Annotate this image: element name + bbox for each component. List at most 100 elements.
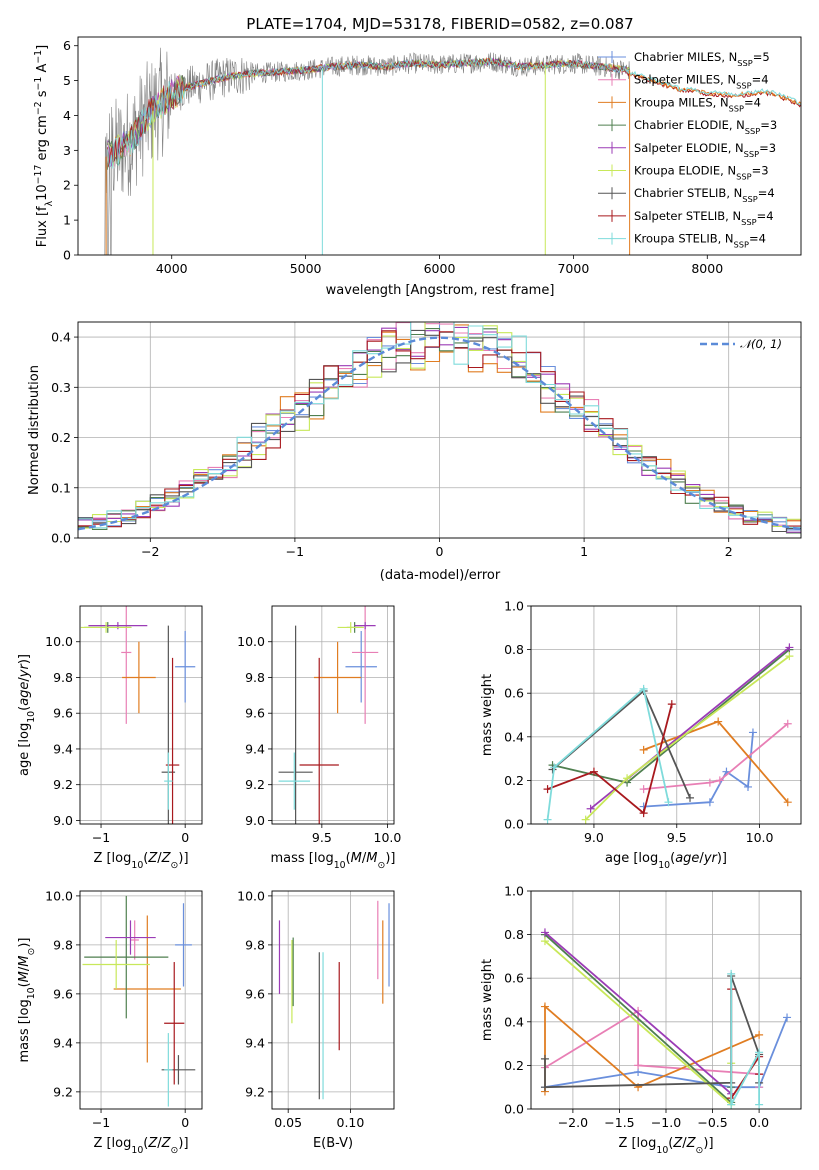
legend-label: Salpeter ELODIE, NSSP=3 xyxy=(634,141,776,159)
label-part: 10 xyxy=(131,860,143,871)
x-axis-label: Z [log10(Z/Z⊙)] xyxy=(93,1136,188,1156)
label-part: Kroupa MILES, N xyxy=(634,95,729,109)
axes-frame xyxy=(79,890,203,1110)
x-axis-label: wavelength [Angstrom, rest frame] xyxy=(326,283,555,298)
figure-title: PLATE=1704, MJD=53178, FIBERID=0582, z=0… xyxy=(246,15,633,33)
axes-frame xyxy=(77,36,802,256)
weight-marker xyxy=(581,815,590,824)
label-part: Z xyxy=(147,1136,158,1151)
y-tick-label: 9.6 xyxy=(53,706,73,721)
errorbar-kroupa-miles xyxy=(122,641,156,714)
label-part: )] xyxy=(17,654,32,664)
histogram-kroupa-stelib xyxy=(78,322,801,529)
weight-line xyxy=(585,655,790,821)
label-part: Z [log xyxy=(93,1136,131,1151)
model-chabrier-elodie xyxy=(107,57,630,170)
weight-marker xyxy=(686,793,695,802)
y-tick-label: 0.0 xyxy=(51,531,71,546)
label-part: =4 xyxy=(757,209,774,223)
axes-frame xyxy=(79,605,203,825)
label-part: =3 xyxy=(759,141,776,155)
label-part: SSP xyxy=(742,194,757,204)
x-tick-label: 0.0 xyxy=(749,1115,769,1130)
label-part: mass [log xyxy=(271,851,334,866)
weight-marker xyxy=(783,1013,792,1022)
x-tick-label: −1.0 xyxy=(651,1115,681,1130)
y-tick-label: 1.0 xyxy=(504,599,524,614)
label-part: SSP xyxy=(745,126,760,136)
legend-label: Salpeter MILES, NSSP=4 xyxy=(634,73,769,91)
errorbar-chabrier-miles xyxy=(175,631,196,703)
y-tick-label: 0.4 xyxy=(51,330,71,345)
x-tick-label: 10.0 xyxy=(374,830,402,845)
label-part: =3 xyxy=(760,118,777,132)
y-axis-label: mass weight xyxy=(480,959,495,1041)
axes-mass_vs_Z: −1 09.29.49.69.810.0Z [log10(Z/Z⊙)]mass [… xyxy=(17,888,203,1156)
model-tail xyxy=(626,69,801,105)
y-tick-label: 0.2 xyxy=(504,1058,524,1073)
weight-marker xyxy=(748,728,757,737)
weights-salpeter-miles xyxy=(639,719,792,794)
y-tick-label: 5 xyxy=(63,73,71,88)
errorbar-salpeter-miles xyxy=(121,606,132,724)
x-axis-label: Z [log10(Z/Z⊙)] xyxy=(618,1136,713,1156)
weights-kroupa-stelib xyxy=(543,684,673,824)
weight-marker xyxy=(589,767,598,776)
y-tick-label: 2 xyxy=(63,178,71,193)
errorbar-chabrier-miles xyxy=(175,903,192,987)
y-tick-label: 9.4 xyxy=(245,1035,265,1050)
label-part: λ xyxy=(44,200,55,206)
weight-marker xyxy=(755,1100,764,1109)
y-tick-label: 0.4 xyxy=(504,729,524,744)
weight-marker xyxy=(543,785,552,794)
weight-marker xyxy=(639,809,648,818)
weight-marker xyxy=(783,719,792,728)
y-tick-label: 10.0 xyxy=(45,888,73,903)
y-tick-label: 9.2 xyxy=(245,1084,265,1099)
weight-line xyxy=(544,1004,760,1092)
y-tick-label: 9.8 xyxy=(53,670,73,685)
label-part: / xyxy=(157,1136,162,1151)
label-part: yr xyxy=(703,851,719,866)
label-part: M xyxy=(351,851,362,866)
legend-label: Chabrier STELIB, NSSP=4 xyxy=(634,186,775,204)
weight-marker xyxy=(727,969,736,978)
model-chabrier-stelib xyxy=(107,57,630,162)
histogram-salpeter-stelib xyxy=(78,330,801,528)
label-part: )] xyxy=(703,1136,713,1151)
axes-spectrum: 4000 5000 6000 7000 8000 0 1 2 3 4 5 6 Chabrier MILE… xyxy=(33,36,802,298)
weight-marker xyxy=(550,763,559,772)
model-kroupa-elodie xyxy=(107,57,630,167)
label-part: Chabrier MILES, N xyxy=(634,50,737,64)
histogram-kroupa-miles xyxy=(78,324,801,523)
plot-area xyxy=(278,606,379,824)
weight-marker xyxy=(586,804,595,813)
weight-marker xyxy=(540,1002,549,1011)
y-tick-label: 9.2 xyxy=(245,777,265,792)
axes-weight_vs_age: 9.0 9.5 10.0 0.0 0.2 0.4 0.6 0.8 1.0 age [log10(a… xyxy=(480,599,802,871)
label-part: Z xyxy=(672,1136,683,1151)
legend-label: 𝒩(0, 1) xyxy=(740,337,782,351)
x-axis-label: (data-model)/error xyxy=(380,568,501,583)
x-tick-label: 0 xyxy=(181,1115,189,1130)
weight-marker xyxy=(715,776,724,785)
label-part: / xyxy=(362,851,367,866)
x-tick-label: 0.10 xyxy=(337,1115,365,1130)
weights-salpeter-stelib xyxy=(727,985,764,1103)
plot-area xyxy=(104,47,801,255)
label-part: Z [log xyxy=(93,851,131,866)
weights-chabrier-elodie xyxy=(540,930,736,1107)
axes-frame xyxy=(77,321,802,539)
y-tick-label: 9.0 xyxy=(53,813,73,828)
label-part: / xyxy=(682,1136,687,1151)
label-part: / xyxy=(17,966,32,971)
weight-marker xyxy=(664,798,673,807)
weight-marker xyxy=(727,1100,736,1109)
legend-label: Kroupa STELIB, NSSP=4 xyxy=(634,232,766,250)
weight-line xyxy=(643,723,789,790)
weights-kroupa-stelib xyxy=(727,969,764,1109)
y-tick-label: 9.4 xyxy=(245,741,265,756)
y-tick-label: 1 xyxy=(63,213,71,228)
label-part: 10 xyxy=(334,860,346,871)
